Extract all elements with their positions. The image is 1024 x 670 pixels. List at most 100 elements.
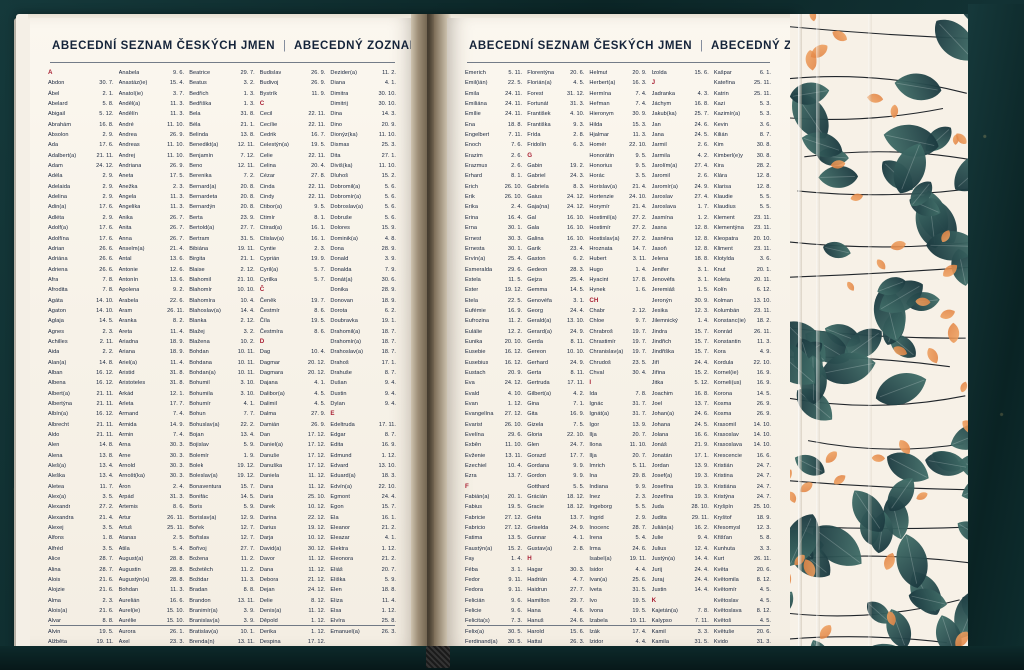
name-label: Cecil <box>259 111 273 118</box>
name-label: Egon <box>330 504 344 511</box>
name-entry: Aram 26. 11. <box>119 306 185 316</box>
name-entry: Berta 23. 9. <box>189 213 255 223</box>
name-label: Aurelián <box>118 597 140 604</box>
name-date: 22. 10. <box>753 359 772 366</box>
name-entry: Jasněna 12. 8. <box>652 234 709 244</box>
name-date: 1. 3. <box>243 90 255 97</box>
name-entry: Jana 24. 5. <box>652 130 709 140</box>
name-label: Chloe <box>589 318 605 325</box>
name-label: Antonín <box>118 276 139 283</box>
name-label: Božidar <box>189 576 209 583</box>
name-entry: Adin(a) 17. 6. <box>48 202 114 212</box>
name-date: 3. 5. <box>102 545 114 552</box>
name-entry: Kimberl(e)y 30. 8. <box>714 151 771 161</box>
name-date: 7. 3. <box>511 618 523 625</box>
name-date: 9. 5. <box>635 163 647 170</box>
name-entry: Ivan(a) 25. 6. <box>589 575 646 585</box>
name-date: 22. 10. <box>566 432 585 439</box>
name-date: 18. 7. <box>381 338 396 345</box>
name-entry: Engelbert 7. 11. <box>465 130 522 140</box>
name-label: Gizela <box>527 421 544 428</box>
name-label: Kateřina <box>713 80 736 87</box>
name-date: 16. 12. <box>96 380 114 387</box>
name-date: 2. 9. <box>102 194 114 201</box>
name-date: 5. 8. <box>759 535 772 542</box>
name-label: Ilja <box>589 432 597 439</box>
name-date: 18. 12. <box>566 494 585 501</box>
name-date: 5. 6. <box>384 204 396 211</box>
name-date: 30. 7. <box>99 80 114 87</box>
name-date: 21. 1. <box>240 256 255 263</box>
name-entry: Eustach 20. 9. <box>465 368 522 378</box>
name-label: Celestýn(a) <box>259 142 289 149</box>
name-date: 13. 11. <box>237 597 255 604</box>
name-entry: Dalma 27. 9. <box>260 409 326 419</box>
name-entry: Jonáš 21. 9. <box>652 440 709 450</box>
section-letter: D <box>260 337 326 347</box>
name-entry: Gerhard 24. 9. <box>527 358 584 368</box>
name-label: Evarist <box>465 421 483 428</box>
name-label: Alexandra <box>48 514 74 521</box>
name-date: 7. 8. <box>635 390 647 397</box>
name-date: 11. 2. <box>240 566 255 573</box>
name-date: 5. 7. <box>314 266 326 273</box>
name-entry: Bertram 31. 5. <box>189 234 255 244</box>
name-label: Chrastimír <box>589 338 616 345</box>
name-date: 24. 11. <box>505 90 523 97</box>
name-label: Izák <box>589 628 600 635</box>
name-entry: Eleanor 21. 2. <box>330 523 396 533</box>
name-date: 6. 12. <box>756 287 772 294</box>
name-label: Ezra <box>465 473 477 480</box>
name-entry: Ilja 20. 7. <box>589 451 646 461</box>
name-entry: Kristina 24. 7. <box>714 471 771 481</box>
name-label: Ariel(a) <box>118 359 138 366</box>
name-date: 25. 4. <box>570 276 585 283</box>
name-date: 28. 8. <box>169 576 185 583</box>
name-label: Emílie <box>465 111 481 118</box>
name-entry: Alina 28. 7. <box>48 565 114 575</box>
name-entry: Krasomil 14. 10. <box>714 420 771 430</box>
name-entry: Armida 14. 9. <box>119 420 185 430</box>
name-entry: Ervín(a) 25. 4. <box>465 254 522 264</box>
name-entry: Kamil 3. 3. <box>652 627 709 637</box>
name-entry: Dobruše 5. 6. <box>330 213 396 223</box>
name-date: 19. 2. <box>570 163 585 170</box>
name-entry: Kašpar 6. 1. <box>714 68 771 78</box>
name-label: Donalda <box>330 266 352 273</box>
name-entry: Ignác 31. 7. <box>589 399 646 409</box>
name-date: 12. 2. <box>507 328 523 335</box>
name-label: Alojzie <box>48 587 65 594</box>
name-date: 5. 8. <box>102 101 114 108</box>
name-label: Klement <box>713 214 735 221</box>
name-date: 16. 8. <box>694 101 709 108</box>
name-date: 5. 9. <box>384 576 396 583</box>
name-entry: Alma 2. 3. <box>48 596 114 606</box>
name-entry: Jesika 12. 3. <box>652 306 709 316</box>
name-date: 30. 3. <box>169 473 185 480</box>
name-label: Evženie <box>465 452 486 459</box>
name-entry: Hilda 15. 3. <box>589 120 646 130</box>
name-date: 14. 10. <box>753 432 772 439</box>
section-letter: CH <box>589 296 646 306</box>
name-date: 21. 1. <box>240 121 255 128</box>
name-date: 2. 12. <box>240 266 255 273</box>
name-label: Glen <box>527 442 540 449</box>
name-entry: Aurora 26. 1. <box>119 627 185 637</box>
name-entry: Cinda 22. 11. <box>260 182 326 192</box>
name-label: Emanuel(a) <box>330 628 360 635</box>
name-label: Jilemnický <box>651 318 678 325</box>
name-label: Jaroslav <box>651 194 673 201</box>
name-label: Alina <box>48 566 61 573</box>
name-label: Julius <box>651 545 667 552</box>
name-entry: Chloe 9. 7. <box>589 316 646 326</box>
name-label: Ernesta <box>465 245 485 252</box>
name-label: Dita <box>330 152 341 159</box>
name-entry: Fabián(a) 20. 1. <box>465 492 522 502</box>
name-entry: Adalbert(a) 21. 11. <box>48 151 114 161</box>
name-date: 1. 12. <box>311 618 326 625</box>
name-label: Kolín <box>713 287 727 294</box>
name-entry: Boleslav(a) 19. 12. <box>189 471 255 481</box>
name-date: 23. 9. <box>240 214 255 221</box>
name-label: Grácián <box>527 494 548 501</box>
name-entry: Aida 2. 2. <box>48 347 114 357</box>
